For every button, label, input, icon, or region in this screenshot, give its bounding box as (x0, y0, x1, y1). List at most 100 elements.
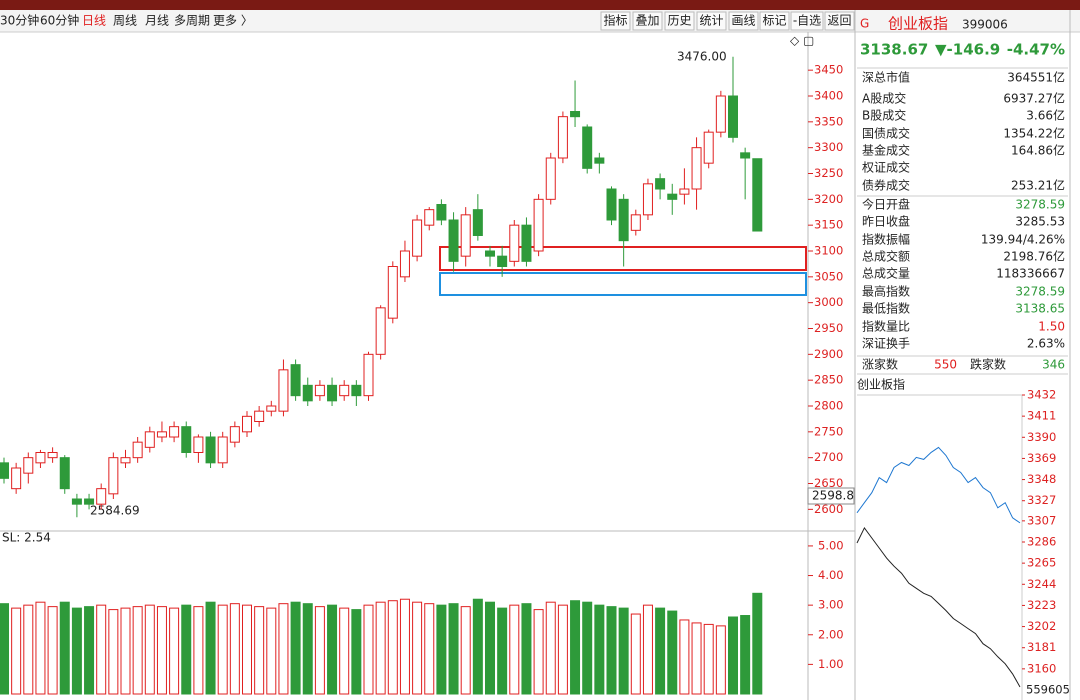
candle-body (205, 436, 216, 464)
period-tab[interactable]: 周线 (113, 14, 137, 28)
candle-body (290, 364, 301, 397)
toolbar-button[interactable]: 叠加 (635, 14, 659, 28)
volume-bar (108, 609, 119, 695)
quote-label: 国债成交 (862, 126, 910, 141)
toolbar-button-frame[interactable] (824, 11, 855, 31)
volume-bar (375, 601, 386, 695)
quote-label: 基金成交 (862, 143, 910, 158)
candle-body (582, 126, 593, 169)
volume-bar (132, 606, 143, 695)
period-tab[interactable]: 更多 〉 (213, 14, 253, 28)
candle-body (84, 498, 95, 505)
quote-value: 1354.22亿 (1003, 126, 1065, 141)
toolbar-button-frame[interactable] (600, 11, 631, 31)
intraday-tick-label: 3181 (1027, 640, 1056, 654)
volume-bar (351, 609, 362, 695)
toolbar-button[interactable]: -自选 (793, 14, 821, 28)
volume-bar (35, 601, 46, 695)
y-tick-label: 2700 (814, 450, 843, 464)
toolbar-button-frame[interactable] (696, 11, 727, 31)
quote-value: 118336667 (996, 267, 1065, 281)
period-tab[interactable]: 60分钟 (40, 13, 79, 28)
toolbar-button[interactable]: 标记 (762, 14, 786, 28)
quote-label: 指数振幅 (862, 232, 910, 247)
toolbar-button[interactable]: 返回 (827, 14, 851, 28)
cursor-box (807, 487, 855, 505)
quote-value: 2.63% (1027, 337, 1065, 351)
toolbar-button-frame[interactable] (632, 11, 663, 31)
candle-body (229, 426, 240, 443)
quote-code: 399006 (962, 18, 1008, 32)
volume-bar (339, 607, 350, 695)
volume-bar (424, 603, 435, 695)
y-tick-label: 3050 (814, 269, 843, 283)
toolbar-button[interactable]: 统计 (699, 14, 723, 28)
y-tick-label: 3100 (814, 244, 843, 258)
volume-bar (509, 604, 520, 695)
volume-bar (387, 600, 398, 695)
volume-bar (752, 592, 763, 695)
quote-value: 164.86亿 (1011, 143, 1065, 158)
toolbar-button-frame[interactable] (759, 11, 790, 31)
intraday-tick-label: 3348 (1027, 472, 1056, 486)
volume-bar (606, 606, 617, 695)
volume-bar (521, 603, 532, 695)
toolbar-button[interactable]: 画线 (731, 14, 755, 28)
intraday-tick-label: 3327 (1027, 493, 1056, 507)
candle-body (181, 426, 192, 453)
candle-body (497, 255, 508, 267)
intraday-tick-label: 3265 (1027, 556, 1056, 570)
cursor-label: 2598.8 (812, 489, 854, 503)
candle-body (570, 111, 581, 118)
candle-body (412, 219, 423, 257)
volume-bar (533, 609, 544, 695)
candle-body (460, 214, 471, 257)
window-icons[interactable]: ◇ ▢ (790, 34, 814, 48)
toolbar-button-frame[interactable] (790, 11, 824, 31)
candle-body (740, 152, 751, 159)
volume-bar (582, 601, 593, 695)
vol-tick-label: 5.00 (818, 538, 844, 552)
volume-bar (728, 616, 738, 695)
volume-bar (472, 598, 483, 695)
period-tab[interactable]: 月线 (145, 14, 169, 28)
volume-bar (205, 601, 216, 695)
candle-body (120, 457, 131, 464)
volume-bar (655, 607, 666, 695)
toolbar-button[interactable]: 历史 (667, 14, 691, 28)
y-tick-label: 2850 (814, 373, 843, 387)
candle-body (375, 307, 386, 355)
candle-body (642, 183, 653, 216)
y-tick-label: 3300 (814, 140, 843, 154)
period-tab[interactable]: 30分钟 (0, 13, 39, 28)
intraday-vol-label: 559605 (1026, 683, 1070, 697)
y-tick-label: 2950 (814, 321, 843, 335)
toolbar-button-frame[interactable] (728, 11, 759, 31)
candle-body (509, 224, 520, 262)
volume-bar (642, 604, 653, 695)
toolbar-button[interactable]: 指标 (603, 13, 627, 28)
candle-body (715, 95, 726, 133)
volume-bar (314, 606, 325, 695)
volume-bar (242, 604, 252, 695)
intraday-line (856, 446, 1021, 524)
intraday-tick-label: 3369 (1027, 451, 1056, 465)
volume-bar (327, 604, 338, 695)
period-tab[interactable]: 多周期 (174, 14, 210, 28)
intraday-tick-label: 3432 (1027, 388, 1056, 402)
quote-label: 深证换手 (862, 337, 910, 351)
y-tick-label: 2650 (814, 476, 843, 490)
volume-bar (460, 606, 471, 695)
volume-bar (0, 603, 9, 695)
intraday-tick-label: 3223 (1027, 598, 1056, 612)
y-tick-label: 3150 (814, 218, 843, 232)
candle-body (35, 452, 46, 464)
y-tick-label: 3200 (814, 192, 843, 206)
quote-label: 最低指数 (862, 301, 910, 316)
candle-body (23, 457, 34, 474)
period-tab[interactable]: 日线 (82, 14, 106, 28)
quote-value: 3278.59 (1015, 198, 1065, 212)
high-label: 3476.00 (677, 50, 727, 64)
candle-body (254, 410, 265, 422)
toolbar-button-frame[interactable] (664, 11, 695, 31)
